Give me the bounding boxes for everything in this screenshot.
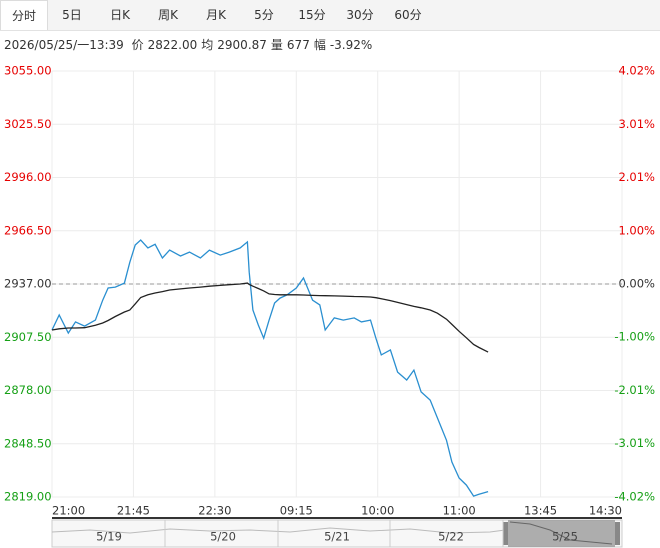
price-line: [51, 282, 489, 353]
info-value: -3.92%: [329, 38, 373, 52]
price-line: [51, 239, 489, 497]
tab[interactable]: 5分: [254, 8, 274, 22]
x-tick-label: 13:45: [524, 504, 557, 518]
y2-tick-label: 1.00%: [618, 224, 655, 238]
navigator-label: 5/21: [324, 530, 350, 544]
navigator-line: [51, 527, 506, 534]
x-tick-label: 22:30: [198, 504, 231, 518]
tab-bar: 分时 5日 日K 周K 月K 5分 15分 30分 60分: [0, 0, 660, 31]
y2-tick-label: 3.01%: [618, 117, 655, 131]
y-tick-label: 2996.00: [4, 170, 52, 184]
tab[interactable]: 60分: [394, 8, 422, 22]
y2-tick-label: -1.00%: [614, 329, 655, 343]
tab[interactable]: 30分: [346, 8, 374, 22]
y-tick-label: 2937.00: [4, 277, 52, 291]
x-tick-label: 10:00: [361, 504, 394, 518]
navigator-label: 5/20: [210, 530, 236, 544]
navigator-window-line: [509, 521, 613, 545]
info-label: 均: [201, 38, 214, 52]
y2-tick-label: 4.02%: [618, 64, 655, 78]
tab[interactable]: 15分: [298, 8, 326, 22]
info-label: 量: [270, 38, 283, 52]
tab[interactable]: 5日: [62, 8, 82, 22]
navigator-handle[interactable]: [503, 522, 508, 545]
y2-tick-label: -3.01%: [614, 436, 655, 450]
y-tick-label: 2848.50: [4, 436, 52, 450]
y-tick-label: 3025.50: [4, 117, 52, 131]
info-value: 677: [286, 38, 310, 52]
y-tick-label: 2878.00: [4, 383, 52, 397]
y-tick-label: 3055.00: [4, 64, 52, 78]
info-label: 幅: [313, 38, 326, 52]
info-line: 2026/05/25/一13:39 价 2822.00 均 2900.87 量 677 幅 -…: [4, 36, 376, 53]
x-tick-label: 21:00: [52, 504, 85, 518]
info-value: 2900.87: [217, 38, 267, 52]
y2-tick-label: -2.01%: [614, 383, 655, 397]
info-label: 价: [131, 38, 144, 52]
navigator-label: 5/19: [96, 530, 122, 544]
tab[interactable]: 月K: [206, 8, 226, 22]
y-tick-label: 2819.00: [4, 490, 52, 504]
y-tick-label: 2966.50: [4, 223, 52, 237]
navigator-label: 5/22: [438, 530, 464, 544]
info-value: 2822.00: [147, 38, 198, 52]
tab[interactable]: 分时: [0, 0, 48, 30]
x-tick-label: 14:30: [589, 504, 622, 518]
navigator-label: 5/25: [552, 530, 578, 544]
tab[interactable]: 日K: [110, 8, 130, 22]
x-tick-label: 09:15: [280, 504, 313, 518]
info-time: 2026/05/25/一13:39: [4, 38, 124, 52]
y-tick-label: 2907.50: [4, 330, 52, 344]
x-tick-label: 21:45: [117, 504, 150, 518]
x-tick-label: 11:00: [443, 504, 476, 518]
navigator-handle[interactable]: [615, 522, 620, 545]
y2-tick-label: -4.02%: [614, 490, 655, 504]
tab[interactable]: 周K: [158, 8, 178, 22]
y2-tick-label: 0.00%: [618, 277, 655, 291]
y2-tick-label: 2.01%: [618, 170, 655, 184]
